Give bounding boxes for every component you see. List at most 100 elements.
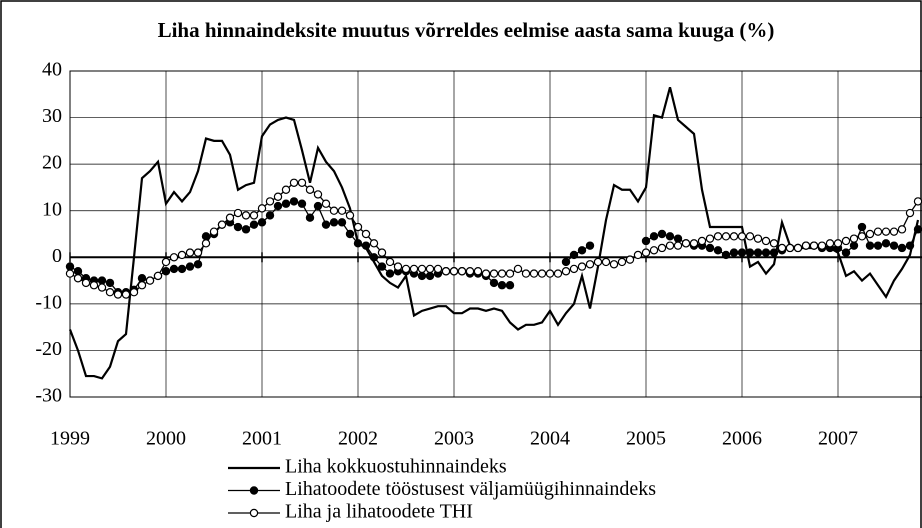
point: [297, 199, 307, 208]
point: [793, 243, 803, 253]
point: [329, 206, 339, 215]
point: [345, 229, 355, 239]
point: [841, 236, 851, 246]
point: [425, 264, 435, 274]
point: [801, 241, 811, 250]
point: [753, 234, 763, 243]
point: [209, 227, 219, 236]
point: [577, 262, 587, 271]
point: [881, 227, 891, 236]
series-line: [68, 87, 920, 380]
legend-marker: [249, 508, 259, 518]
point: [873, 241, 883, 250]
point: [721, 250, 731, 260]
point: [297, 178, 307, 187]
point: [905, 241, 915, 250]
point: [281, 199, 291, 208]
point: [833, 239, 843, 248]
point: [281, 185, 291, 194]
x-tick-label: 2005: [626, 428, 666, 450]
point: [289, 178, 299, 187]
point: [273, 192, 283, 201]
point: [849, 241, 859, 250]
point: [585, 241, 595, 250]
point: [481, 269, 491, 278]
point: [417, 271, 427, 281]
point: [713, 246, 723, 255]
point: [353, 222, 363, 232]
point: [81, 278, 91, 288]
point: [721, 232, 731, 241]
point: [129, 288, 139, 297]
point: [609, 260, 619, 269]
point: [137, 281, 147, 290]
point: [337, 206, 347, 215]
point: [577, 246, 587, 255]
point: [641, 236, 651, 246]
point: [169, 253, 179, 262]
point: [657, 229, 667, 239]
point: [313, 190, 323, 199]
point: [249, 220, 259, 229]
x-tick-label: 2001: [242, 428, 282, 450]
point: [377, 262, 387, 271]
point: [729, 232, 739, 241]
point: [457, 267, 467, 276]
point: [673, 241, 683, 250]
point: [761, 248, 771, 257]
point: [889, 227, 899, 236]
point: [473, 267, 483, 276]
x-tick-label: 2000: [146, 428, 186, 450]
point: [913, 225, 922, 234]
point: [385, 257, 395, 267]
point: [913, 197, 922, 206]
point: [257, 218, 267, 227]
point: [337, 218, 347, 227]
point: [449, 267, 459, 276]
point: [809, 241, 819, 250]
point: [489, 269, 499, 278]
point: [185, 262, 195, 271]
point: [361, 229, 371, 239]
point: [241, 225, 251, 234]
point: [97, 283, 107, 292]
point: [777, 243, 787, 253]
point: [593, 257, 603, 267]
point: [569, 250, 579, 260]
point: [737, 232, 747, 241]
y-tick-label: -30: [35, 385, 62, 407]
point: [257, 204, 267, 213]
point: [745, 248, 755, 257]
point: [665, 232, 675, 241]
point: [169, 264, 179, 274]
point: [201, 239, 211, 248]
point: [265, 211, 275, 220]
point: [137, 274, 147, 283]
point: [897, 225, 907, 234]
point: [497, 281, 507, 290]
point: [289, 197, 299, 206]
point: [329, 218, 339, 227]
point: [73, 267, 83, 276]
y-tick-label: 0: [52, 245, 62, 267]
point: [681, 239, 691, 248]
point: [161, 257, 171, 267]
point: [865, 241, 875, 250]
x-tick-label: 2004: [530, 428, 570, 450]
point: [497, 269, 507, 278]
point: [353, 239, 363, 248]
x-tick-label: 2003: [434, 428, 474, 450]
point: [769, 239, 779, 248]
point: [161, 267, 171, 276]
point: [145, 276, 155, 285]
point: [633, 250, 643, 260]
point: [745, 232, 755, 241]
plot-frame: [69, 70, 922, 398]
point: [425, 271, 435, 281]
point: [369, 239, 379, 248]
point: [249, 211, 259, 220]
point: [617, 257, 627, 267]
point: [897, 243, 907, 253]
point: [97, 276, 107, 285]
